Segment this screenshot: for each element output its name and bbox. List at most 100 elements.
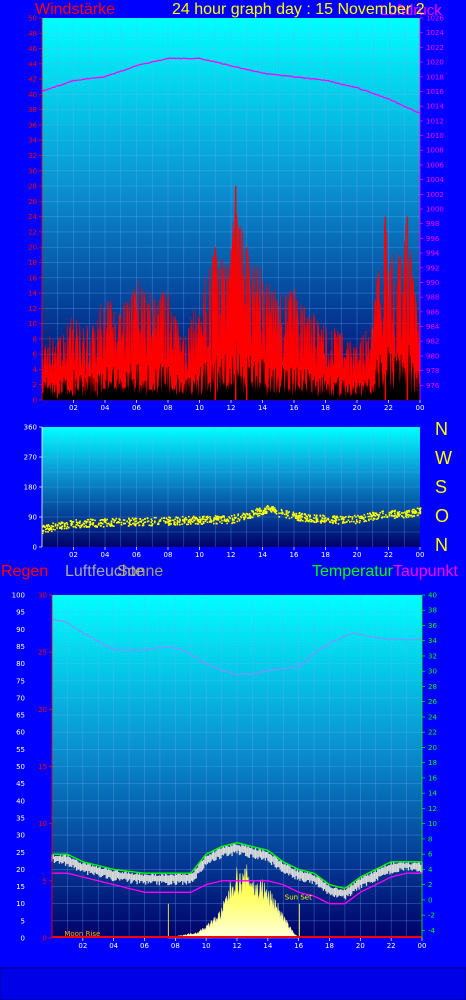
direction-point (113, 521, 115, 523)
direction-point (190, 518, 192, 520)
direction-point (322, 514, 324, 517)
pressure-ytick-label: 996 (426, 235, 440, 243)
direction-point (237, 514, 239, 517)
direction-point (156, 523, 159, 525)
pressure-ytick-label: 992 (426, 264, 439, 272)
direction-point (214, 515, 217, 517)
pressure-ytick-label: 998 (426, 220, 439, 228)
wind-label: Windstärke (35, 1, 116, 18)
direction-point (416, 514, 419, 517)
wind-ytick-label: 0 (33, 397, 37, 405)
direction-point (120, 523, 123, 526)
direction-point (94, 519, 96, 522)
direction-point (285, 516, 287, 519)
wind-ytick-label: 32 (28, 152, 37, 160)
direction-point (182, 519, 184, 521)
wind-xtick-label: 10 (195, 404, 204, 412)
direction-point (414, 510, 416, 512)
direction-point (155, 516, 157, 519)
direction-point (87, 519, 90, 521)
direction-point (287, 512, 289, 514)
direction-point (313, 521, 316, 524)
direction-point (61, 528, 63, 530)
direction-point (95, 526, 97, 528)
direction-point (388, 513, 391, 516)
direction-point (176, 521, 179, 523)
climate-xtick-label: 20 (356, 942, 365, 950)
direction-point (418, 509, 421, 512)
direction-point (246, 513, 249, 516)
direction-point (258, 512, 261, 514)
direction-point (407, 510, 409, 512)
direction-point (72, 521, 75, 523)
direction-point (85, 526, 88, 528)
direction-point (264, 511, 267, 514)
direction-point (199, 518, 201, 520)
direction-point (301, 512, 303, 515)
direction-point (203, 518, 205, 521)
direction-point (210, 519, 212, 521)
compass-n-top: N (435, 419, 448, 439)
direction-point (271, 506, 273, 508)
rain-label: Regen (1, 563, 49, 580)
direction-point (52, 522, 54, 525)
direction-point (257, 508, 260, 511)
direction-point (113, 519, 116, 521)
direction-point (315, 520, 318, 523)
direction-point (104, 518, 106, 520)
direction-point (103, 519, 105, 521)
direction-point (321, 520, 324, 522)
direction-point (274, 508, 276, 511)
direction-point (288, 517, 291, 520)
direction-point (144, 518, 146, 520)
direction-point (52, 528, 54, 531)
rain-ytick-label: 25 (38, 649, 47, 657)
direction-point (215, 522, 218, 525)
direction-point (366, 513, 369, 515)
direction-point (164, 522, 167, 524)
direction-point (293, 514, 296, 516)
climate-xtick-label: 14 (263, 942, 272, 950)
direction-point (344, 521, 346, 524)
direction-point (75, 526, 77, 529)
direction-point (419, 508, 421, 511)
pressure-ytick-label: 990 (426, 279, 439, 287)
direction-point (112, 518, 114, 521)
direction-point (342, 516, 344, 518)
direction-point (42, 529, 45, 532)
temperature-label: Temperatur (312, 563, 393, 580)
direction-point (64, 525, 66, 528)
direction-point (176, 517, 179, 520)
direction-point (166, 521, 168, 524)
direction-point (184, 519, 186, 522)
direction-point (151, 520, 153, 522)
direction-point (273, 508, 275, 511)
direction-point (182, 520, 184, 522)
direction-point (333, 515, 336, 517)
temp-ytick-label: 28 (428, 683, 437, 691)
temp-ytick-label: 24 (428, 713, 437, 721)
direction-point (206, 518, 209, 520)
direction-point (394, 512, 396, 515)
direction-point (388, 511, 391, 514)
direction-point (120, 521, 123, 524)
direction-point (383, 516, 386, 518)
direction-point (281, 511, 284, 514)
sun-label: Sonne (117, 563, 164, 580)
dir-ytick-label: 0 (33, 544, 37, 552)
direction-point (298, 519, 300, 522)
wind-ytick-label: 4 (33, 366, 38, 374)
direction-point (319, 515, 322, 517)
direction-point (274, 511, 277, 514)
compass-n-bottom: N (435, 535, 448, 555)
direction-point (365, 520, 368, 522)
direction-point (405, 516, 408, 519)
direction-point (306, 516, 308, 518)
wind-xtick-label: 12 (227, 404, 236, 412)
wind-ytick-label: 12 (28, 305, 37, 313)
temp-ytick-label: 20 (428, 744, 437, 752)
direction-point (269, 507, 271, 509)
direction-point (258, 514, 261, 517)
direction-point (307, 514, 310, 516)
direction-point (411, 508, 414, 511)
